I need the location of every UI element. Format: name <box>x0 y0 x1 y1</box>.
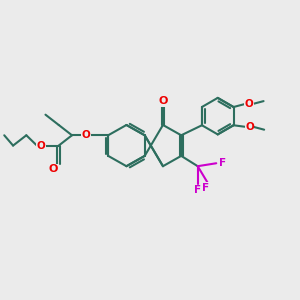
Text: O: O <box>244 99 253 109</box>
Text: O: O <box>81 130 90 140</box>
Text: O: O <box>245 122 254 132</box>
Text: F: F <box>219 158 226 168</box>
Text: F: F <box>202 183 209 193</box>
Text: O: O <box>48 164 58 174</box>
Text: O: O <box>37 141 45 151</box>
Text: F: F <box>194 185 201 195</box>
Text: O: O <box>158 96 168 106</box>
